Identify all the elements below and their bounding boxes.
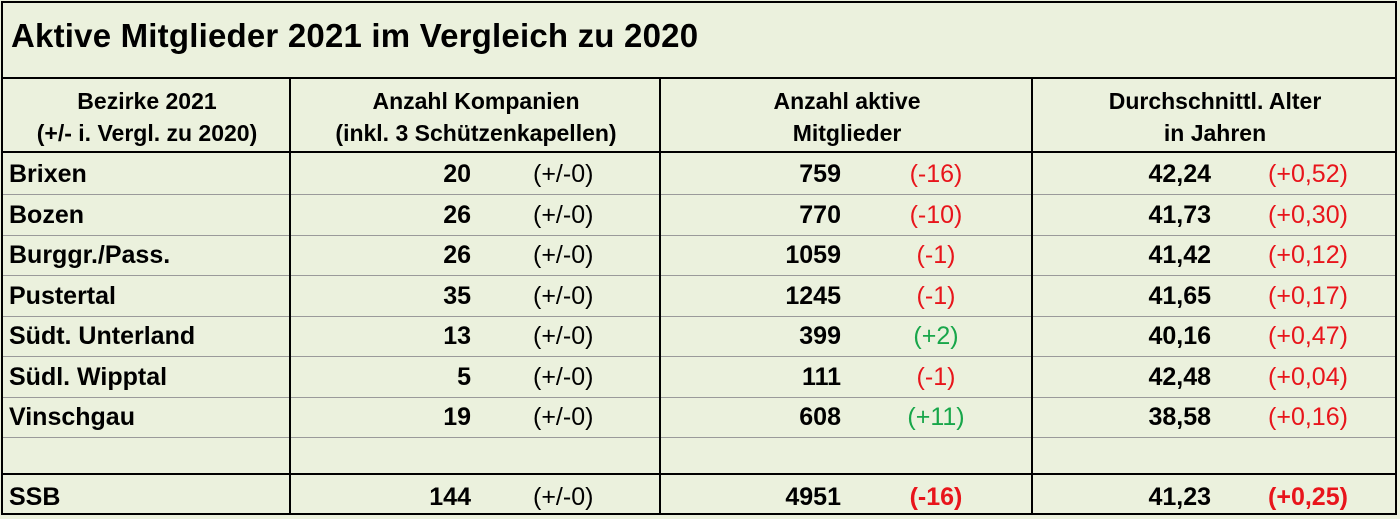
average-age: 42,24 (1148, 160, 1211, 188)
column-divider (1031, 79, 1033, 513)
header-companies-line1: Anzahl Kompanien (372, 88, 580, 114)
companies-delta: (+/-0) (533, 403, 594, 431)
header-age-line2: in Jahren (1163, 120, 1267, 146)
companies-delta: (+/-0) (533, 322, 594, 350)
header-districts: Bezirke 2021 (+/- i. Vergl. zu 2020) (3, 85, 291, 149)
average-age: 38,58 (1148, 403, 1211, 431)
members-delta: (-1) (916, 241, 956, 269)
header-age: Durchschnittl. Alter in Jahren (1033, 85, 1397, 149)
row-separator (3, 275, 1395, 276)
total-members-delta: (-16) (909, 483, 963, 511)
companies-count: 13 (443, 322, 471, 350)
average-age: 42,48 (1148, 363, 1211, 391)
table-row: Burggr./Pass. 26 (+/-0) 1059 (-1) 41,42 (+0,12… (3, 235, 1395, 275)
members-count: 608 (799, 403, 841, 431)
table-row: Pustertal 35 (+/-0) 1245 (-1) 41,65 (+0,17) (3, 276, 1395, 316)
total-district: SSB (9, 483, 61, 511)
table-row: Südl. Wipptal 5 (+/-0) 111 (-1) 42,48 (+0,04) (3, 357, 1395, 397)
companies-count: 26 (443, 241, 471, 269)
companies-count: 19 (443, 403, 471, 431)
companies-count: 35 (443, 282, 471, 310)
column-divider (289, 79, 291, 513)
age-delta: (+0,52) (1268, 160, 1348, 188)
members-count: 759 (799, 160, 841, 188)
total-divider (3, 473, 1395, 475)
age-delta: (+0,16) (1268, 403, 1348, 431)
average-age: 40,16 (1148, 322, 1211, 350)
district-name: Vinschgau (9, 403, 135, 431)
district-name: Burggr./Pass. (9, 241, 171, 269)
members-delta: (-1) (916, 363, 956, 391)
header-districts-line2: (+/- i. Vergl. zu 2020) (36, 120, 258, 146)
members-count: 399 (799, 322, 841, 350)
district-name: Südl. Wipptal (9, 363, 168, 391)
age-delta: (+0,04) (1268, 363, 1348, 391)
age-delta: (+0,30) (1268, 201, 1348, 229)
members-delta: (+11) (907, 403, 965, 431)
average-age: 41,65 (1148, 282, 1211, 310)
members-delta: (-1) (916, 282, 956, 310)
age-delta: (+0,12) (1268, 241, 1348, 269)
header-districts-line1: Bezirke 2021 (77, 88, 217, 114)
title-row: Aktive Mitglieder 2021 im Vergleich zu 2… (3, 3, 1395, 79)
district-name: Brixen (9, 160, 87, 188)
total-age: 41,23 (1148, 483, 1211, 511)
average-age: 41,42 (1148, 241, 1211, 269)
row-separator (3, 356, 1395, 357)
header-divider (3, 151, 1395, 153)
header-companies: Anzahl Kompanien (inkl. 3 Schützenkapell… (291, 85, 661, 149)
companies-delta: (+/-0) (533, 241, 594, 269)
district-name: Südt. Unterland (9, 322, 196, 350)
companies-count: 20 (443, 160, 471, 188)
table-row: Brixen 20 (+/-0) 759 (-16) 42,24 (+0,52) (3, 154, 1395, 194)
companies-delta: (+/-0) (533, 363, 594, 391)
table-title: Aktive Mitglieder 2021 im Vergleich zu 2… (11, 17, 699, 54)
companies-count: 5 (457, 363, 471, 391)
table-row: Bozen 26 (+/-0) 770 (-10) 41,73 (+0,30) (3, 195, 1395, 235)
total-age-delta: (+0,25) (1268, 483, 1348, 511)
companies-delta: (+/-0) (533, 201, 594, 229)
average-age: 41,73 (1148, 201, 1211, 229)
table-row: Vinschgau 19 (+/-0) 608 (+11) 38,58 (+0,16) (3, 397, 1395, 437)
total-members: 4951 (785, 483, 841, 511)
members-delta: (+2) (913, 322, 959, 350)
companies-delta: (+/-0) (533, 160, 594, 188)
members-count: 1059 (785, 241, 841, 269)
row-separator (3, 194, 1395, 195)
age-delta: (+0,17) (1268, 282, 1348, 310)
header-members-line2: Mitglieder (792, 120, 902, 146)
age-delta: (+0,47) (1268, 322, 1348, 350)
members-count: 1245 (785, 282, 841, 310)
members-count: 770 (799, 201, 841, 229)
total-companies: 144 (429, 483, 471, 511)
row-separator (3, 316, 1395, 317)
district-name: Pustertal (9, 282, 116, 310)
row-separator (3, 235, 1395, 236)
row-separator (3, 397, 1395, 398)
header-age-line1: Durchschnittl. Alter (1108, 88, 1322, 114)
district-name: Bozen (9, 201, 84, 229)
total-companies-delta: (+/-0) (533, 483, 594, 511)
members-delta: (-16) (909, 160, 963, 188)
members-count: 111 (802, 363, 841, 391)
total-row: SSB 144 (+/-0) 4951 (-16) 41,23 (+0,25) (3, 477, 1395, 517)
column-divider (659, 79, 661, 513)
header-members: Anzahl aktive Mitglieder (661, 85, 1033, 149)
row-separator (3, 437, 1395, 438)
header-companies-line2: (inkl. 3 Schützenkapellen) (335, 120, 617, 146)
table-row: Südt. Unterland 13 (+/-0) 399 (+2) 40,16 (+0,4… (3, 316, 1395, 356)
companies-delta: (+/-0) (533, 282, 594, 310)
members-delta: (-10) (909, 201, 963, 229)
companies-count: 26 (443, 201, 471, 229)
header-members-line1: Anzahl aktive (773, 88, 921, 114)
